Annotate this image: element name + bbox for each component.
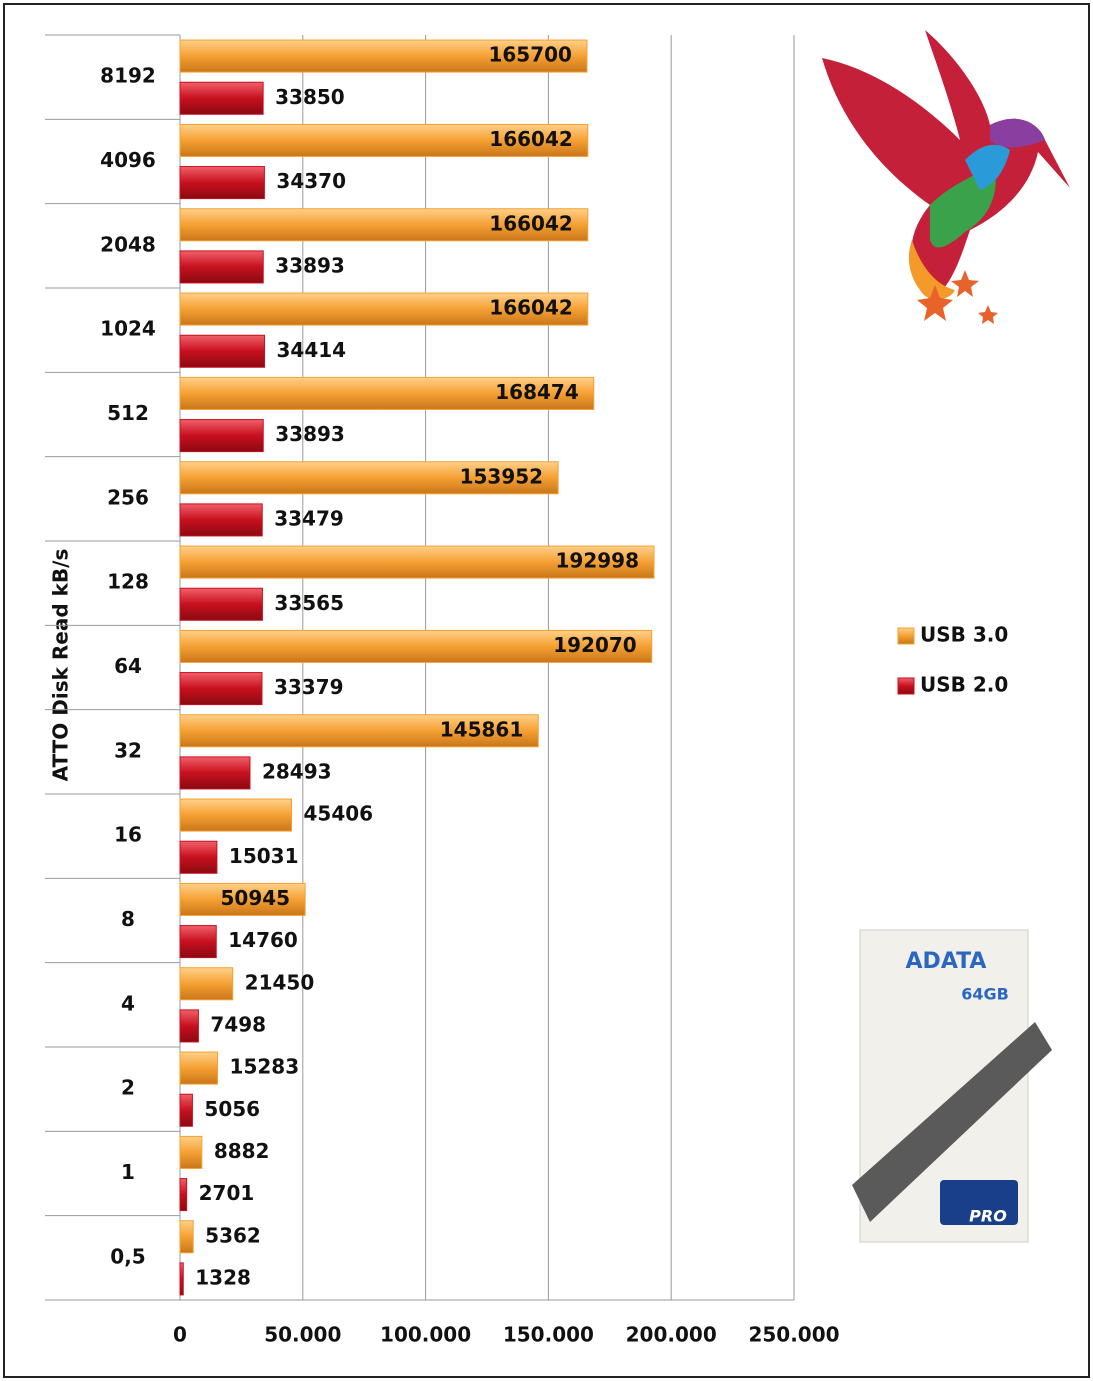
- x-tick-label: 250.000: [748, 1323, 839, 1347]
- bar: [179, 1093, 193, 1127]
- data-label: 21450: [245, 970, 315, 994]
- product-image: ADATA 64GB PRO: [852, 929, 1052, 1243]
- bar: [179, 629, 653, 663]
- y-tick-label: 4096: [100, 148, 156, 172]
- data-label: 7498: [210, 1012, 266, 1036]
- bar: [179, 1262, 184, 1296]
- data-label: 166042: [489, 127, 573, 151]
- y-tick-label: 8: [121, 907, 135, 931]
- data-label: 33565: [274, 591, 344, 615]
- y-tick-label: 128: [107, 570, 149, 594]
- data-label: 5362: [205, 1223, 261, 1247]
- y-tick-label: 2048: [100, 232, 156, 256]
- x-tick-label: 0: [173, 1323, 187, 1347]
- bar: [179, 1051, 219, 1085]
- hummingbird-image: [822, 30, 1070, 324]
- data-label: 33479: [274, 506, 344, 530]
- data-label: 145861: [440, 717, 524, 741]
- bar: [179, 756, 251, 790]
- data-label: 33379: [274, 675, 344, 699]
- bar: [179, 376, 595, 410]
- data-label: 15283: [230, 1055, 300, 1079]
- bar: [179, 461, 559, 495]
- product-drive: [852, 1022, 1052, 1222]
- data-label: 8882: [214, 1139, 270, 1163]
- frame: [3, 3, 1090, 1378]
- data-label: 192070: [553, 633, 637, 657]
- data-label: 1328: [195, 1265, 251, 1289]
- product-badge-bg: [940, 1180, 1018, 1225]
- bar: [179, 587, 263, 621]
- data-label: 153952: [460, 464, 544, 488]
- product-capacity: 64GB: [961, 985, 1009, 1004]
- bar: [179, 250, 264, 284]
- bar: [179, 798, 293, 832]
- bar: [179, 882, 306, 916]
- bar: [179, 292, 589, 326]
- x-tick-label: 100.000: [380, 1323, 471, 1347]
- data-label: 166042: [489, 211, 573, 235]
- data-label: 34370: [276, 169, 346, 193]
- y-tick-label: 0,5: [110, 1244, 145, 1268]
- data-label: 45406: [304, 802, 374, 826]
- y-tick-label: 64: [114, 654, 142, 678]
- data-label: 166042: [489, 296, 573, 320]
- legend-label: USB 3.0: [920, 623, 1008, 647]
- bar: [179, 672, 263, 706]
- data-label: 168474: [495, 380, 579, 404]
- y-tick-label: 1: [121, 1160, 135, 1184]
- bar: [179, 1135, 203, 1169]
- bar: [179, 81, 264, 115]
- y-tick-label: 256: [107, 485, 149, 509]
- y-tick-label: 32: [114, 738, 142, 762]
- bar: [179, 1178, 188, 1212]
- bar: [179, 39, 588, 73]
- bar: [179, 123, 589, 157]
- x-tick-label: 50.000: [264, 1323, 341, 1347]
- bar: [179, 967, 234, 1001]
- bar: [179, 208, 589, 242]
- data-label: 28493: [262, 759, 332, 783]
- x-tick-label: 200.000: [626, 1323, 717, 1347]
- product-badge: PRO: [969, 1207, 1007, 1226]
- y-tick-label: 16: [114, 823, 142, 847]
- y-tick-label: 4: [121, 991, 135, 1015]
- legend-swatch: [897, 627, 915, 645]
- bar: [179, 419, 264, 453]
- data-label: 14760: [228, 928, 298, 952]
- data-label: 2701: [199, 1181, 255, 1205]
- bar: [179, 166, 265, 200]
- legend-label: USB 2.0: [920, 673, 1008, 697]
- y-tick-label: 1024: [100, 317, 156, 341]
- data-label: 165700: [488, 43, 572, 67]
- data-label: 33893: [275, 253, 345, 277]
- legend-swatch: [897, 677, 915, 695]
- data-label: 15031: [229, 844, 299, 868]
- bar: [179, 1009, 199, 1043]
- y-tick-label: 512: [107, 401, 149, 425]
- data-label: 33850: [275, 85, 345, 109]
- bar: [179, 503, 263, 537]
- y-tick-label: 2: [121, 1076, 135, 1100]
- bar: [179, 334, 266, 368]
- data-label: 33893: [275, 422, 345, 446]
- y-tick-label: 8192: [100, 64, 156, 88]
- data-label: 50945: [221, 886, 291, 910]
- bar: [179, 545, 655, 579]
- bar: [179, 840, 218, 874]
- bar: [179, 714, 539, 748]
- bar: [179, 1220, 194, 1254]
- data-label: 34414: [277, 338, 347, 362]
- product-brand: ADATA: [906, 949, 987, 974]
- y-axis-label: ATTO Disk Read kB/s: [49, 549, 73, 782]
- bar: [179, 925, 217, 959]
- data-label: 192998: [556, 549, 640, 573]
- x-tick-label: 150.000: [503, 1323, 594, 1347]
- data-label: 5056: [204, 1097, 260, 1121]
